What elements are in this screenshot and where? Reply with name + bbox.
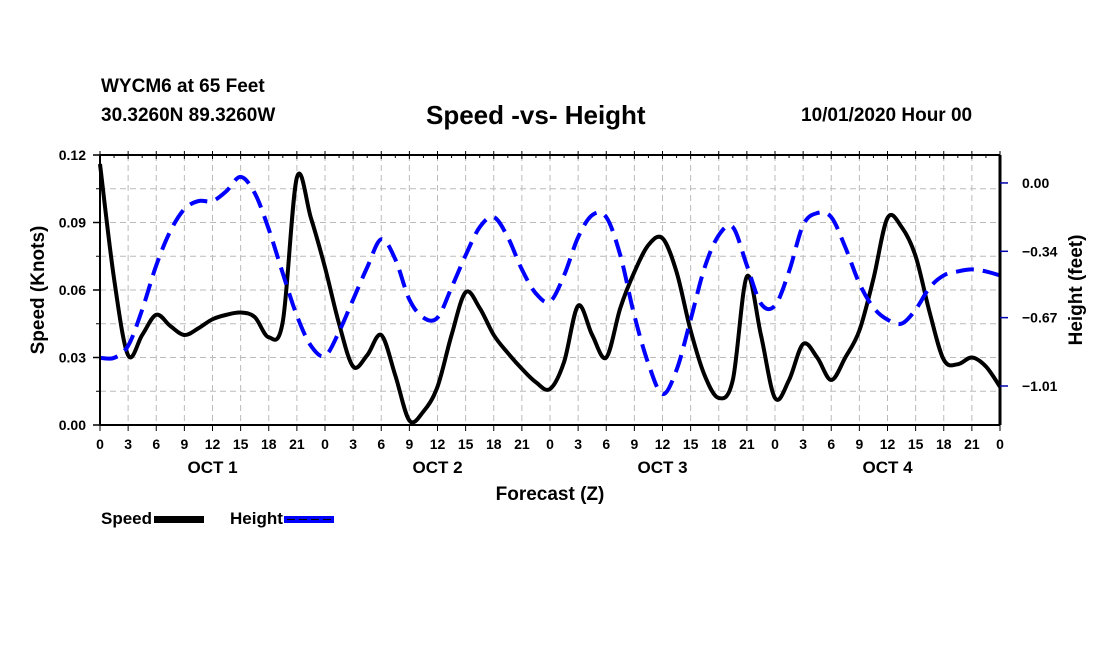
x-tick-label: 9 <box>855 436 863 452</box>
y-tick-label: 0.06 <box>59 282 86 298</box>
coordinates-label: 30.3260N 89.3260W <box>101 105 276 126</box>
x-tick-label: 6 <box>152 436 160 452</box>
x-axis-label: Forecast (Z) <box>496 484 605 505</box>
x-tick-label: 3 <box>574 436 582 452</box>
grid-lines <box>100 155 1000 425</box>
x-tick-label: 15 <box>458 436 474 452</box>
x-tick-label: 3 <box>799 436 807 452</box>
x-tick-label: 9 <box>180 436 188 452</box>
legend-speed: Speed <box>101 509 205 529</box>
x-tick-label: 3 <box>349 436 357 452</box>
chart-title: Speed -vs- Height <box>426 100 646 130</box>
x-tick-label: 3 <box>124 436 132 452</box>
series-line-speed <box>98 163 1002 425</box>
x-tick-label: 18 <box>936 436 952 452</box>
y2-tick-label: −1.01 <box>1022 378 1058 394</box>
x-tick-label: 0 <box>96 436 104 452</box>
x-tick-label: 18 <box>486 436 502 452</box>
x-tick-label: 21 <box>514 436 530 452</box>
y2-axis-label: Height (feet) <box>1066 235 1087 346</box>
day-label: OCT 3 <box>637 458 687 477</box>
legend-speed-swatch <box>154 516 205 524</box>
forecast-datestamp: 10/01/2020 Hour 00 <box>801 105 973 126</box>
x-tick-label: 12 <box>430 436 446 452</box>
day-label: OCT 1 <box>187 458 237 477</box>
x-tick-label: 18 <box>711 436 727 452</box>
y-tick-label: 0.12 <box>59 147 86 163</box>
y2-tick-label: −0.67 <box>1022 310 1058 326</box>
legend-height: Height <box>230 509 334 529</box>
legend-speed-label: Speed <box>101 509 153 528</box>
x-tick-label: 12 <box>880 436 896 452</box>
x-tick-label: 15 <box>908 436 924 452</box>
x-tick-label: 21 <box>964 436 980 452</box>
x-tick-label: 12 <box>205 436 221 452</box>
x-tick-label: 0 <box>996 436 1004 452</box>
x-tick-label: 0 <box>771 436 779 452</box>
x-tick-label: 6 <box>602 436 610 452</box>
axes: 0 3 6 9 12 15 18 21 0 3 6 9 12 15 18 21 0 3 6 9 12 15 18 21 0 3 6 9… <box>59 147 1058 477</box>
day-label: OCT 4 <box>862 458 913 477</box>
x-tick-label: 18 <box>261 436 277 452</box>
x-tick-label: 6 <box>377 436 385 452</box>
x-tick-label: 0 <box>321 436 329 452</box>
y2-tick-label: −0.34 <box>1022 243 1058 259</box>
x-tick-label: 9 <box>405 436 413 452</box>
series-layer <box>98 163 1002 425</box>
x-tick-label: 0 <box>546 436 554 452</box>
x-tick-label: 15 <box>683 436 699 452</box>
x-tick-label: 21 <box>739 436 755 452</box>
y-tick-label: 0.00 <box>59 417 86 433</box>
y-axis-label: Speed (Knots) <box>28 226 49 355</box>
axis-labels: Forecast (Z) Speed (Knots) Height (feet) <box>28 226 1087 505</box>
x-tick-label: 15 <box>233 436 249 452</box>
legend-height-label: Height <box>230 509 283 528</box>
station-label: WYCM6 at 65 Feet <box>101 76 265 97</box>
x-tick-label: 9 <box>630 436 638 452</box>
y2-tick-label: 0.00 <box>1022 175 1049 191</box>
y-tick-label: 0.03 <box>59 350 86 366</box>
legend-height-swatch <box>283 516 334 524</box>
x-tick-label: 12 <box>655 436 671 452</box>
y-tick-label: 0.09 <box>59 215 86 231</box>
day-label: OCT 2 <box>412 458 462 477</box>
x-tick-label: 6 <box>827 436 835 452</box>
x-tick-label: 21 <box>289 436 305 452</box>
